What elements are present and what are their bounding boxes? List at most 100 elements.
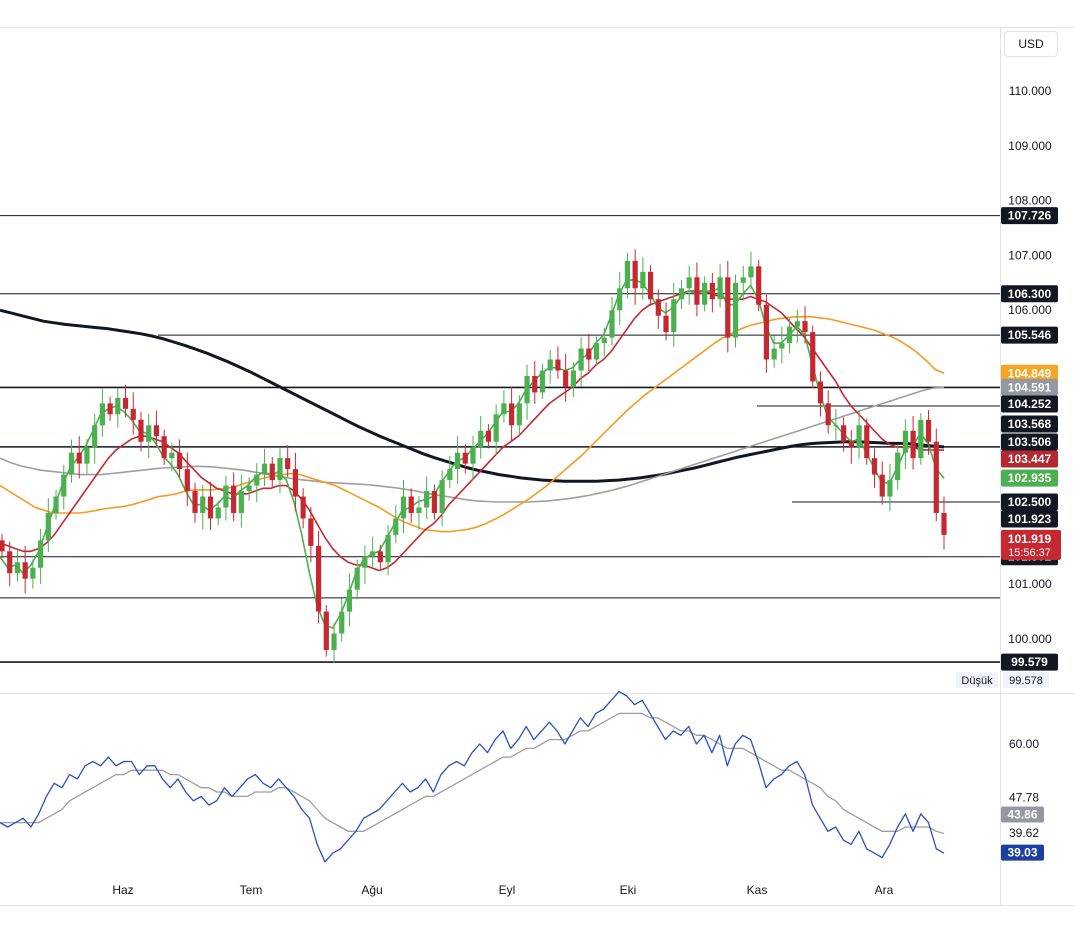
candle-body bbox=[725, 277, 731, 338]
price-tick-label: 101.000 bbox=[1008, 577, 1052, 591]
time-tick-label: Ağu bbox=[361, 883, 382, 897]
candle-body bbox=[655, 299, 661, 316]
candle-body bbox=[933, 441, 939, 513]
candle-body bbox=[925, 419, 932, 442]
price-badge-label: 106.300 bbox=[1008, 287, 1052, 301]
price-badge-label: 103.447 bbox=[1008, 452, 1052, 466]
candle-body bbox=[370, 551, 376, 557]
candle-body bbox=[786, 326, 793, 344]
price-badge-bg bbox=[1001, 510, 1058, 528]
candle-body bbox=[161, 436, 167, 459]
candle-body bbox=[578, 348, 584, 371]
price-badge-label: 102.500 bbox=[1008, 495, 1052, 509]
price-badge-label: 101.923 bbox=[1008, 512, 1052, 526]
candle-body bbox=[246, 485, 252, 492]
candle-body bbox=[377, 551, 383, 563]
price-tick-label: 100.000 bbox=[1008, 632, 1052, 646]
low-label-group: Düşük 99.578 bbox=[956, 672, 1049, 688]
rsi-badge-label: 43.86 bbox=[1007, 807, 1037, 821]
candle-body bbox=[709, 282, 715, 300]
candle-body bbox=[454, 452, 461, 470]
candle-body bbox=[516, 403, 522, 426]
candle-body bbox=[763, 304, 770, 360]
price-badge-bg bbox=[1001, 378, 1058, 396]
price-badge-bg bbox=[1001, 469, 1058, 487]
candle-body bbox=[617, 288, 623, 311]
time-tick-label: Tem bbox=[240, 883, 263, 897]
candle-body bbox=[92, 425, 98, 448]
candle-body bbox=[671, 299, 677, 333]
candle-body bbox=[285, 458, 291, 470]
candle-body bbox=[864, 425, 870, 459]
candle-body bbox=[509, 403, 515, 426]
time-tick-label: Kas bbox=[747, 883, 768, 897]
price-badge-label: 104.849 bbox=[1008, 366, 1052, 380]
candle-body bbox=[478, 430, 484, 448]
rsi-tick-label: 39.62 bbox=[1009, 826, 1039, 840]
candle-body bbox=[416, 507, 422, 513]
price-badge-bg bbox=[1001, 450, 1058, 468]
time-tick-label: Ara bbox=[875, 883, 894, 897]
candle-body bbox=[902, 430, 908, 453]
candle-body bbox=[470, 447, 476, 464]
candle-body bbox=[694, 277, 700, 305]
ma-mid-line bbox=[0, 290, 945, 572]
candle-body bbox=[640, 271, 646, 289]
candle-body bbox=[810, 332, 816, 382]
candle-body bbox=[833, 425, 839, 427]
candle-body bbox=[300, 496, 306, 519]
candle-body bbox=[702, 282, 708, 305]
candle-body bbox=[207, 496, 214, 519]
currency-selector[interactable]: USD bbox=[1004, 31, 1058, 57]
candle-body bbox=[277, 458, 283, 481]
candle-body bbox=[748, 266, 754, 278]
candle-body bbox=[794, 321, 800, 327]
candle-body bbox=[400, 496, 407, 519]
candle-body bbox=[879, 474, 885, 497]
candle-body bbox=[895, 452, 901, 481]
price-badge-label: 104.252 bbox=[1008, 397, 1052, 411]
candle-body bbox=[223, 485, 229, 508]
price-badge-bg bbox=[1001, 493, 1058, 511]
rsi-pane: 60.00 47.78 39.62 43.86 39.03 bbox=[0, 690, 1044, 863]
candle-body bbox=[68, 452, 75, 475]
candle-body bbox=[856, 425, 862, 448]
candle-body bbox=[22, 562, 28, 579]
price-badge-label: 103.568 bbox=[1008, 417, 1052, 431]
candle-body bbox=[493, 414, 499, 442]
candle-body bbox=[385, 534, 391, 563]
candle-body bbox=[261, 463, 268, 475]
candle-body bbox=[732, 282, 739, 338]
candle-body bbox=[200, 496, 206, 513]
candle-body bbox=[238, 491, 244, 513]
candle-body bbox=[817, 381, 824, 404]
ma-long-line bbox=[0, 386, 945, 503]
candle-body bbox=[848, 441, 854, 448]
rsi-line bbox=[0, 690, 945, 863]
candle-body bbox=[99, 403, 105, 426]
candle-body bbox=[524, 375, 530, 404]
low-label: Düşük bbox=[961, 675, 993, 687]
candle-body bbox=[354, 567, 360, 590]
candle-body bbox=[30, 567, 36, 579]
candle-body bbox=[740, 277, 746, 283]
time-tick-label: Haz bbox=[112, 883, 133, 897]
candle-body bbox=[756, 266, 762, 305]
candle-body bbox=[887, 480, 893, 497]
price-axis: 110.000 109.000 108.000 107.000 106.000 101.0… bbox=[1008, 84, 1052, 646]
price-badge-bg bbox=[1001, 395, 1058, 413]
candle-body bbox=[45, 512, 51, 541]
candle-body bbox=[447, 469, 453, 481]
ma-200-line bbox=[0, 308, 945, 483]
candle-body bbox=[563, 370, 569, 387]
price-badge-bg bbox=[1001, 207, 1058, 225]
price-tick-label: 107.000 bbox=[1008, 248, 1052, 262]
candle-body bbox=[802, 321, 808, 333]
candle-body bbox=[0, 540, 5, 552]
price-badge-label: 99.579 bbox=[1011, 655, 1048, 669]
candlesticks bbox=[0, 249, 947, 664]
candle-body bbox=[362, 556, 368, 568]
candle-body bbox=[146, 425, 152, 442]
